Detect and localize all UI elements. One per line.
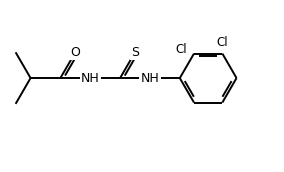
Text: Cl: Cl <box>216 36 228 49</box>
Text: NH: NH <box>81 72 100 85</box>
Text: NH: NH <box>141 72 159 85</box>
Text: S: S <box>131 46 139 59</box>
Text: Cl: Cl <box>175 43 187 56</box>
Text: O: O <box>70 46 80 59</box>
